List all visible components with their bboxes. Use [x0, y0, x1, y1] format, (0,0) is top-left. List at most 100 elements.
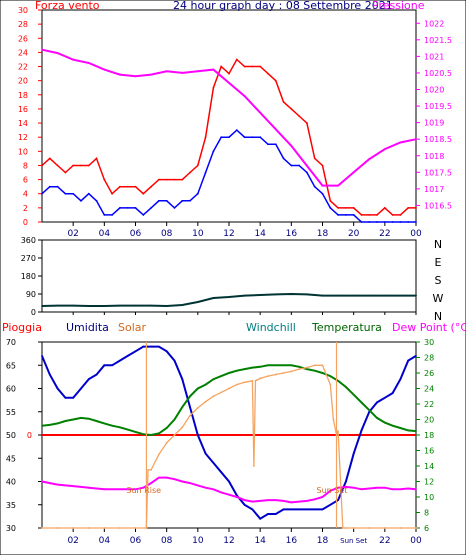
gust-point	[376, 214, 378, 216]
temperature-point	[399, 427, 402, 429]
temperature-point	[72, 418, 75, 421]
temperature-tick-label: 14	[424, 462, 434, 471]
solar-point	[274, 373, 277, 376]
humidity-point	[391, 392, 394, 395]
humidity-tick-label: 70	[6, 338, 16, 347]
humidity-point	[134, 350, 137, 353]
humidity-point	[344, 480, 347, 483]
temperature-point	[321, 372, 324, 374]
solar-line	[42, 364, 416, 529]
solar-point	[282, 372, 285, 374]
temperature-point	[80, 417, 82, 419]
direction-point	[352, 294, 355, 297]
x-tick-label: 00	[410, 536, 422, 546]
temperature-point	[165, 427, 168, 429]
temperature-point	[344, 386, 347, 388]
gust-point	[337, 206, 339, 209]
x-tick-label: 00	[410, 229, 422, 239]
legend-item: Pioggia	[2, 321, 42, 334]
gust-point	[126, 185, 129, 188]
gust-point	[243, 65, 246, 68]
gust-point	[142, 192, 145, 195]
solar-point	[134, 527, 137, 529]
temperature-point	[235, 369, 238, 372]
pressure-point	[352, 171, 355, 174]
wind-point	[344, 214, 347, 216]
dewpoint-point	[142, 486, 145, 489]
humidity-point	[415, 355, 417, 357]
dewpoint-point	[41, 480, 43, 483]
x-tick-label: 10	[192, 536, 204, 546]
wind-point	[383, 221, 386, 223]
wind-point	[313, 185, 316, 188]
pressure-tick-label: 1017.5	[424, 168, 452, 177]
temperature-point	[360, 401, 363, 404]
pressure-point	[399, 141, 402, 144]
pressure-point	[415, 138, 417, 141]
humidity-point	[64, 396, 67, 399]
solar-point	[228, 387, 230, 390]
pressure-point	[212, 68, 215, 71]
wind-tick-label: 0	[23, 218, 28, 227]
humidity-point	[212, 462, 215, 464]
pressure-point	[165, 70, 168, 73]
dewpoint-point	[189, 482, 191, 484]
solar-point	[253, 465, 255, 467]
dewpoint-point	[360, 488, 363, 491]
humidity-point	[313, 508, 316, 511]
temperature-point	[41, 424, 43, 427]
compass-label: E	[435, 256, 442, 269]
temperature-point	[337, 379, 339, 382]
pressure-point	[337, 184, 339, 187]
humidity-tick-label: 30	[6, 524, 16, 533]
dewpoint-point	[267, 499, 269, 501]
temperature-point	[298, 365, 301, 368]
pressure-tick-label: 1018.5	[424, 135, 452, 144]
legend-item: Windchill	[246, 321, 296, 334]
dewpoint-point	[391, 488, 394, 491]
humidity-point	[290, 508, 293, 511]
dewpoint-point	[111, 488, 114, 491]
gust-point	[181, 178, 184, 181]
solar-point	[165, 441, 168, 444]
direction-point	[103, 305, 106, 307]
wind-point	[352, 214, 355, 216]
wind-point	[321, 192, 324, 195]
solar-point	[352, 527, 355, 529]
direction-point	[87, 305, 90, 307]
wind-point	[228, 136, 230, 139]
humidity-point	[376, 401, 378, 404]
solar-point	[259, 377, 262, 380]
humidity-point	[243, 503, 246, 506]
wind-point	[329, 206, 332, 209]
pressure-tick-label: 1021.5	[424, 36, 452, 45]
direction-tick-label: 270	[21, 254, 36, 263]
gust-point	[111, 192, 114, 195]
wind-point	[259, 136, 262, 139]
humidity-point	[228, 480, 230, 483]
dewpoint-point	[415, 488, 417, 491]
humidity-point	[157, 345, 160, 348]
pressure-point	[306, 164, 308, 167]
temperature-point	[64, 420, 67, 422]
x-tick-label: 14	[254, 229, 266, 239]
wind-tick-label: 12	[18, 133, 28, 142]
x-tick-label: 16	[286, 229, 298, 239]
direction-point	[337, 294, 339, 297]
wind-point	[126, 206, 129, 209]
temperature-point	[313, 369, 316, 372]
x-tick-label: 04	[99, 229, 111, 239]
temperature-point	[103, 422, 106, 425]
dewpoint-point	[329, 489, 332, 492]
wind-point	[368, 221, 371, 223]
direction-point	[368, 294, 371, 297]
dewpoint-point	[352, 486, 355, 489]
direction-point	[165, 305, 168, 307]
temperature-point	[306, 368, 308, 371]
solar-point	[337, 430, 339, 433]
wind-point	[142, 214, 145, 216]
temperature-point	[329, 375, 332, 377]
wind-point	[41, 192, 43, 195]
humidity-point	[251, 508, 254, 511]
